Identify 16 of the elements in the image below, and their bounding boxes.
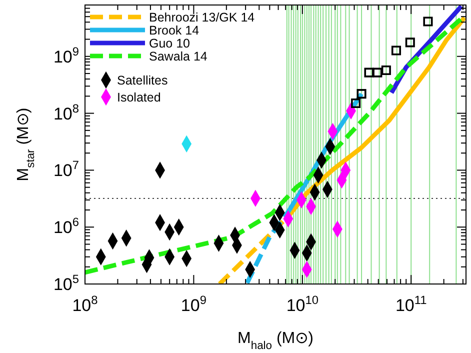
y-tick-label: 10$^{6}$ xyxy=(53,215,80,238)
x-tick-label: 10$^{8}$ xyxy=(72,293,98,315)
y-tick-label: 10$^{5}$ xyxy=(53,272,80,294)
legend-label: Behroozi 13/GK 14 xyxy=(149,10,255,24)
legend-label: Satellites xyxy=(117,74,168,88)
y-tick-label: 10$^{9}$ xyxy=(53,44,80,66)
y-tick-label: 10$^{7}$ xyxy=(53,158,80,180)
x-axis-title: M$_{halo}$ (M⊙) xyxy=(238,330,314,352)
legend-label: Guo 10 xyxy=(149,36,190,50)
x-tick-label: 10$^{11}$ xyxy=(395,293,428,315)
legend-label: Brook 14 xyxy=(149,24,200,38)
legend-label: Isolated xyxy=(117,90,161,104)
legend-label: Sawala 14 xyxy=(149,50,208,64)
x-tick-label: 10$^{10}$ xyxy=(286,293,319,315)
x-tick-label: 10$^{9}$ xyxy=(180,293,207,315)
y-tick-label: 10$^{8}$ xyxy=(53,101,80,124)
